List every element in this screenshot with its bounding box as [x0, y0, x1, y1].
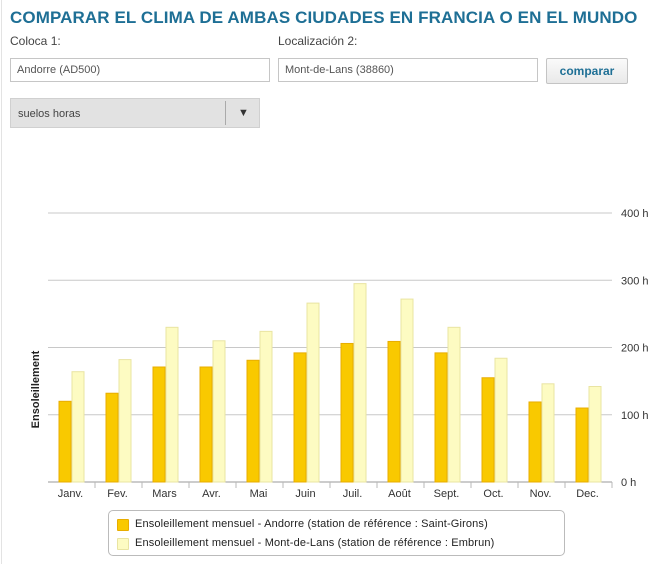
chart-legend: Ensoleillement mensuel - Andorre (statio…	[108, 510, 565, 556]
x-tick-label: Sept.	[434, 488, 460, 500]
bar-series1	[58, 400, 72, 483]
bar-series2	[541, 383, 555, 483]
x-tick-label: Dec.	[576, 488, 599, 500]
x-tick-label: Fev.	[107, 488, 128, 500]
x-tick-label: Oct.	[483, 488, 503, 500]
bar-series1	[246, 359, 260, 483]
x-tick-label: Nov.	[530, 488, 552, 500]
compare-button[interactable]: comparar	[546, 58, 628, 84]
bar-series1	[434, 352, 448, 483]
chevron-down-icon[interactable]: ▼	[238, 107, 249, 119]
bar-series2	[118, 359, 132, 483]
legend-swatch-series1	[117, 519, 129, 531]
y-tick-label: 0 h	[621, 477, 636, 489]
bar-series1	[387, 340, 401, 483]
bar-series2	[447, 326, 461, 483]
bar-series1	[293, 352, 307, 483]
bar-series2	[212, 340, 226, 483]
x-tick-label: Juin	[295, 488, 315, 500]
legend-label-series1: Ensoleillement mensuel - Andorre (statio…	[135, 518, 488, 530]
sunshine-bar-chart: 0 h 100 h 200 h 300 h 400 h Ensoleillement Jan…	[30, 208, 649, 500]
legend-swatch-series2	[117, 538, 129, 550]
x-tick-label: Mai	[250, 488, 268, 500]
bar-series2	[259, 330, 273, 483]
bar-series2	[353, 283, 367, 483]
y-axis-label: Ensoleillement	[30, 350, 42, 428]
bar-series2	[400, 298, 414, 483]
location1-label: Coloca 1:	[10, 34, 61, 48]
x-tick-label: Août	[388, 488, 411, 500]
bar-series2	[165, 326, 179, 483]
y-tick-label: 200 h	[621, 343, 649, 355]
bar-series1	[340, 342, 354, 483]
bar-series1	[199, 366, 213, 483]
bar-series2	[306, 302, 320, 483]
y-tick-label: 100 h	[621, 410, 649, 422]
x-tick-label: Avr.	[202, 488, 221, 500]
select-divider	[225, 101, 226, 125]
bar-series2	[71, 371, 85, 483]
metric-select[interactable]: suelos horas ▼	[10, 98, 260, 128]
location2-input[interactable]: Mont-de-Lans (38860)	[278, 58, 538, 82]
bar-series1	[575, 407, 589, 483]
bar-series1	[152, 366, 166, 483]
bar-series1	[481, 377, 495, 483]
bar-series2	[588, 386, 602, 483]
y-tick-label: 300 h	[621, 275, 649, 287]
metric-select-value: suelos horas	[18, 108, 81, 120]
bar-series1	[528, 401, 542, 483]
location2-label: Localización 2:	[278, 34, 358, 48]
page-title: COMPARAR EL CLIMA DE AMBAS CIUDADES EN F…	[10, 8, 638, 27]
page-left-border	[1, 0, 2, 564]
x-tick-label: Mars	[152, 488, 177, 500]
x-tick-label: Juil.	[343, 488, 363, 500]
bar-series1	[105, 392, 119, 483]
bar-series2	[494, 357, 508, 483]
x-tick-label: Janv.	[58, 488, 83, 500]
y-tick-label: 400 h	[621, 208, 649, 220]
location1-input[interactable]: Andorre (AD500)	[10, 58, 270, 82]
legend-label-series2: Ensoleillement mensuel - Mont-de-Lans (s…	[135, 537, 495, 549]
